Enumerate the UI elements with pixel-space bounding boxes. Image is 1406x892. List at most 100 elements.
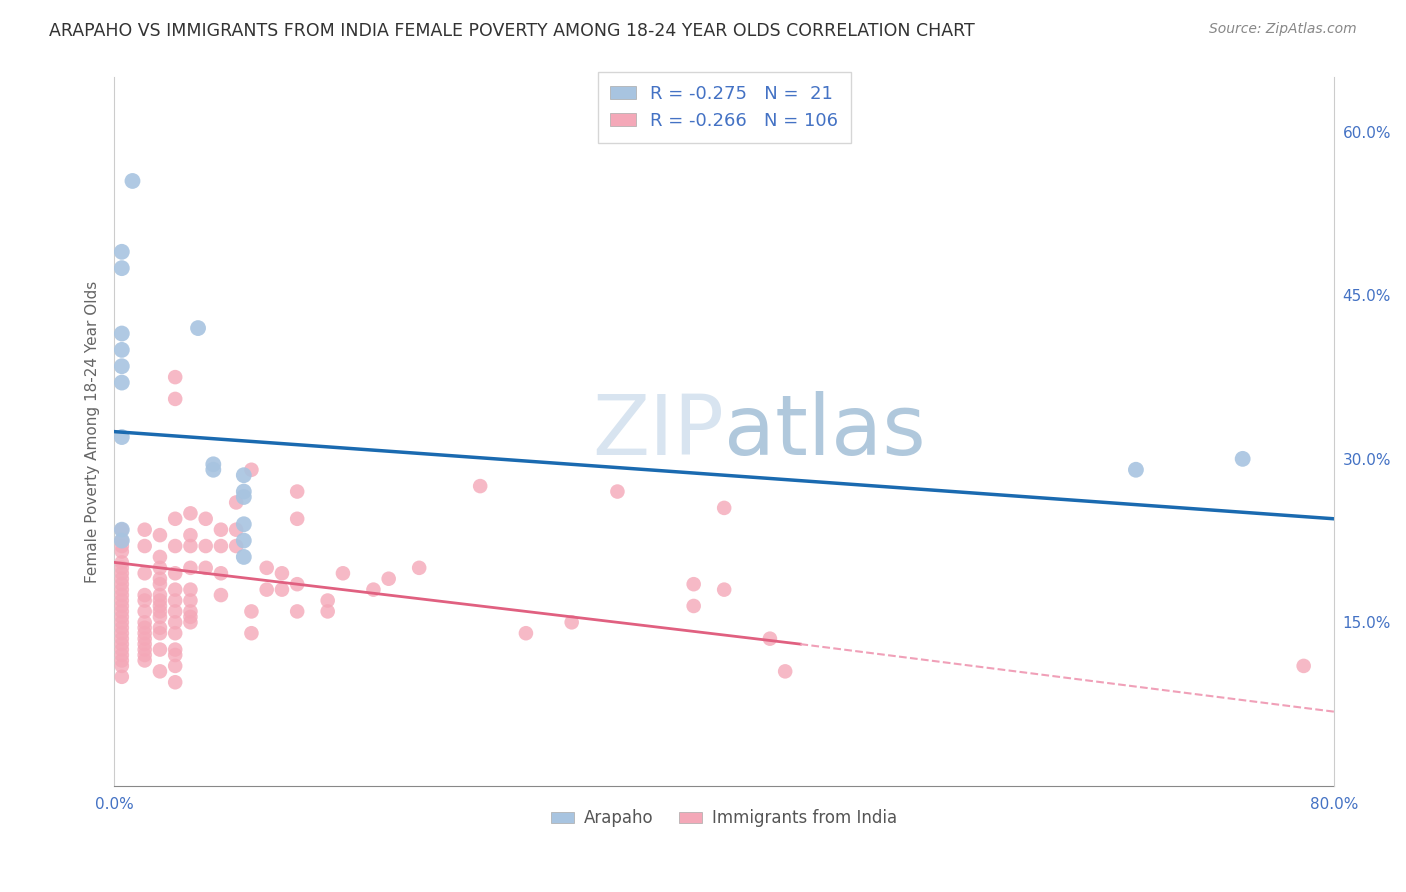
Point [165, 593, 187, 607]
Point [111, 670, 134, 684]
Point [316, 604, 339, 618]
Point [134, 648, 156, 662]
Point [134, 539, 156, 553]
Point [111, 593, 134, 607]
Point [134, 604, 156, 618]
Point [285, 577, 308, 591]
Point [225, 539, 247, 553]
Point [232, 533, 254, 548]
Point [111, 621, 134, 635]
Text: Source: ZipAtlas.com: Source: ZipAtlas.com [1209, 22, 1357, 37]
Point [232, 517, 254, 532]
Point [179, 604, 201, 618]
Legend: Arapaho, Immigrants from India: Arapaho, Immigrants from India [544, 803, 904, 834]
Point [134, 626, 156, 640]
Point [149, 642, 172, 657]
Point [111, 610, 134, 624]
Point [179, 582, 201, 597]
Point [111, 642, 134, 657]
Point [682, 599, 704, 613]
Point [111, 533, 134, 548]
Point [179, 506, 201, 520]
Text: ARAPAHO VS IMMIGRANTS FROM INDIA FEMALE POVERTY AMONG 18-24 YEAR OLDS CORRELATIO: ARAPAHO VS IMMIGRANTS FROM INDIA FEMALE … [49, 22, 974, 40]
Point [134, 523, 156, 537]
Point [111, 539, 134, 553]
Point [111, 561, 134, 575]
Point [165, 392, 187, 406]
Point [209, 539, 232, 553]
Point [111, 648, 134, 662]
Point [149, 593, 172, 607]
Point [134, 615, 156, 630]
Point [759, 632, 782, 646]
Point [111, 261, 134, 276]
Point [149, 572, 172, 586]
Point [134, 632, 156, 646]
Point [111, 615, 134, 630]
Point [111, 577, 134, 591]
Point [149, 626, 172, 640]
Point [111, 582, 134, 597]
Point [256, 582, 278, 597]
Point [111, 430, 134, 444]
Point [165, 582, 187, 597]
Point [111, 533, 134, 548]
Point [1232, 451, 1254, 466]
Point [149, 665, 172, 679]
Point [179, 593, 201, 607]
Point [285, 512, 308, 526]
Point [111, 343, 134, 357]
Point [111, 659, 134, 673]
Point [111, 637, 134, 651]
Point [134, 637, 156, 651]
Point [194, 561, 217, 575]
Point [285, 604, 308, 618]
Point [165, 626, 187, 640]
Point [240, 604, 263, 618]
Point [179, 615, 201, 630]
Point [363, 582, 385, 597]
Point [232, 468, 254, 483]
Point [256, 561, 278, 575]
Point [165, 604, 187, 618]
Point [165, 566, 187, 581]
Point [134, 653, 156, 667]
Point [111, 626, 134, 640]
Point [165, 539, 187, 553]
Point [111, 523, 134, 537]
Point [240, 626, 263, 640]
Point [149, 604, 172, 618]
Point [561, 615, 583, 630]
Point [332, 566, 354, 581]
Point [134, 566, 156, 581]
Point [111, 359, 134, 374]
Point [232, 490, 254, 504]
Point [134, 621, 156, 635]
Point [209, 588, 232, 602]
Point [149, 588, 172, 602]
Point [111, 555, 134, 569]
Point [134, 593, 156, 607]
Point [149, 577, 172, 591]
Point [470, 479, 492, 493]
Point [165, 648, 187, 662]
Point [111, 572, 134, 586]
Point [773, 665, 796, 679]
Point [111, 653, 134, 667]
Point [187, 321, 209, 335]
Point [408, 561, 430, 575]
Point [1125, 463, 1147, 477]
Point [149, 599, 172, 613]
Point [165, 642, 187, 657]
Point [165, 675, 187, 690]
Point [111, 632, 134, 646]
Text: atlas: atlas [724, 391, 927, 472]
Point [121, 174, 143, 188]
Point [165, 370, 187, 384]
Point [179, 561, 201, 575]
Point [202, 463, 225, 477]
Point [232, 484, 254, 499]
Point [209, 566, 232, 581]
Point [111, 604, 134, 618]
Point [149, 549, 172, 564]
